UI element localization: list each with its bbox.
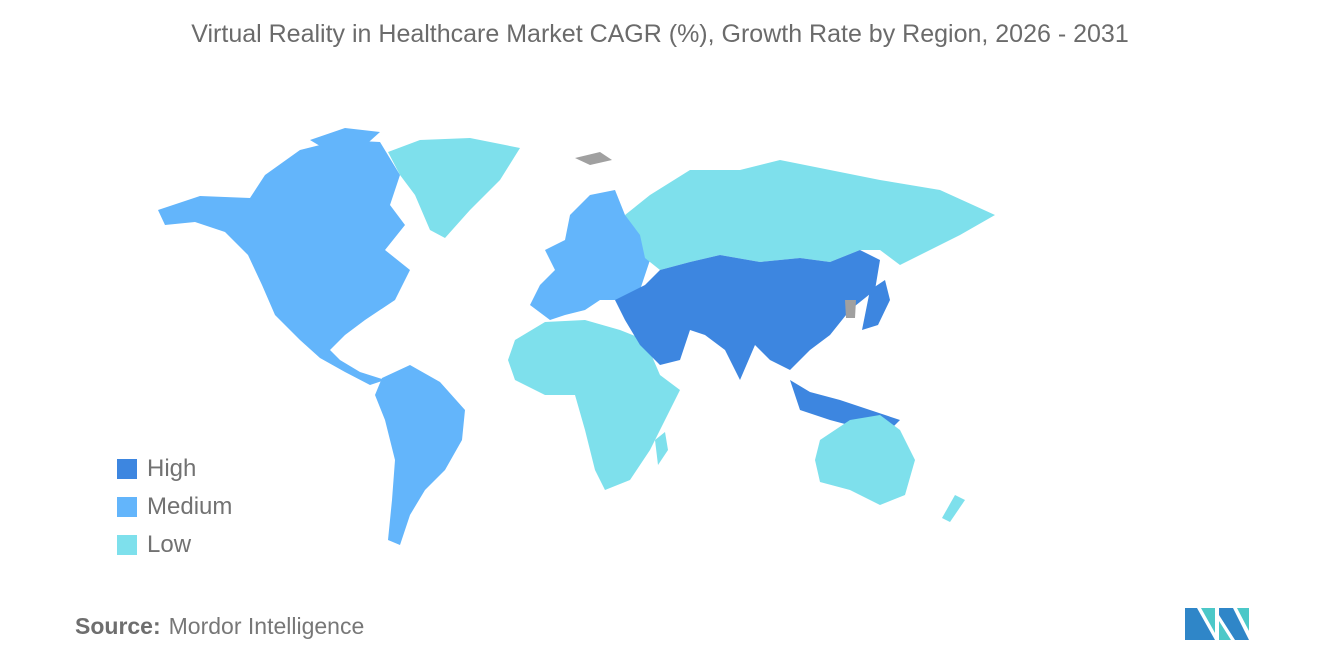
legend-swatch-high: [117, 459, 137, 479]
legend: High Medium Low: [117, 450, 232, 564]
region-greenland: [388, 138, 520, 238]
legend-item-medium: Medium: [117, 488, 232, 526]
region-japan: [862, 280, 890, 330]
legend-label: Low: [147, 531, 192, 558]
mordor-intelligence-logo: [1185, 608, 1249, 640]
region-madagascar: [655, 432, 668, 465]
region-europe: [530, 190, 650, 320]
region-south-america: [375, 365, 465, 545]
legend-swatch-low: [117, 535, 137, 555]
region-africa: [508, 320, 680, 490]
legend-swatch-medium: [117, 497, 137, 517]
legend-item-high: High: [117, 450, 232, 488]
source-note: Source: Mordor Intelligence: [75, 613, 364, 640]
source-label: Source:: [75, 613, 161, 639]
region-russia: [625, 160, 995, 270]
region-north-america: [158, 140, 410, 385]
legend-item-low: Low: [117, 526, 232, 564]
region-svalbard: [575, 152, 612, 165]
chart-title: Virtual Reality in Healthcare Market CAG…: [191, 20, 1129, 48]
region-asia-high: [615, 250, 880, 380]
region-new-zealand: [942, 495, 965, 522]
region-korea: [845, 300, 856, 318]
region-canada-islands: [310, 128, 380, 152]
legend-label: Medium: [147, 493, 233, 520]
legend-label: High: [147, 455, 197, 482]
source-value: Mordor Intelligence: [168, 613, 365, 639]
region-australia: [815, 415, 915, 505]
